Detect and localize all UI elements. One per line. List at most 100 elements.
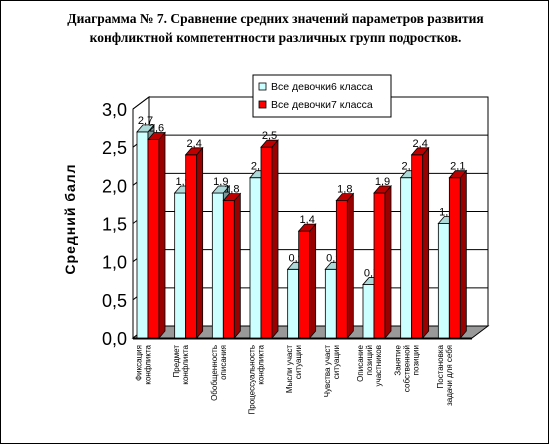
bar-front — [411, 154, 424, 339]
x-tick-label: Занятие — [394, 344, 403, 375]
bar-top — [211, 185, 231, 194]
y-axis-label: Средний балл — [62, 163, 78, 274]
data-label: 1,4 — [300, 214, 315, 226]
bar-front — [400, 177, 413, 339]
bar: 1,8 — [222, 184, 242, 340]
bar-side — [422, 146, 430, 340]
y-tick-labels: 0,0 0,5 1,0 1,5 2,0 2,5 3,0 — [102, 100, 127, 349]
bar-top — [373, 185, 392, 194]
bar-front — [437, 223, 450, 339]
x-tick-label: Чувства участ — [323, 345, 332, 398]
x-tick-label: позиций — [365, 345, 374, 375]
y-tick-label: 2,0 — [102, 176, 127, 196]
y-tick-label: 2,5 — [102, 138, 127, 158]
x-tick-label: ситуации — [294, 345, 303, 379]
bar-front — [260, 146, 273, 339]
bar-top — [184, 147, 204, 156]
bar-top — [147, 132, 166, 140]
x-tick-label: конфликта — [144, 344, 153, 384]
data-label: 1,9 — [213, 176, 228, 188]
bar-side — [346, 192, 354, 340]
data-label: 2,1 — [450, 161, 465, 173]
x-tick-label: конфликта — [257, 344, 266, 384]
data-label: 1,8 — [224, 184, 239, 196]
x-tick-label: Процессуальность — [248, 345, 257, 414]
x-tick-label: Фиксация — [135, 345, 144, 381]
x-tick-label: Предмет — [172, 345, 181, 378]
bar-front — [249, 177, 262, 339]
bar-front — [448, 177, 461, 339]
bar: 1,4 — [297, 214, 317, 340]
y-tick-label: 3,0 — [102, 100, 127, 120]
bar-front — [298, 230, 311, 339]
bar-front — [324, 268, 337, 339]
data-label: 1,9 — [375, 176, 390, 188]
bar: 2,4 — [410, 138, 430, 340]
bar-front — [185, 154, 198, 339]
x-tick-label: собственной — [403, 345, 412, 392]
y-tick-label: 0,0 — [102, 329, 127, 349]
legend-box — [252, 74, 392, 118]
x-tick-label: Мысли участ — [285, 345, 294, 393]
bar-top — [136, 124, 155, 133]
data-label: 2,4 — [413, 138, 428, 150]
x-tick-label: позиции — [412, 345, 421, 375]
x-tick-label: Постановка — [436, 344, 445, 388]
bar: 1,9 — [373, 176, 392, 340]
bars: 2,72,61,92,41,91,82,12,50,91,40,91,80,71… — [136, 115, 468, 340]
data-label: 1,8 — [337, 184, 352, 196]
x-tick-labels: Фиксация конфликта Предмет конфликта Обобщен… — [135, 344, 454, 414]
bar-front — [362, 284, 375, 339]
chart-title: Диаграмма № 7. Сравнение средних значени… — [1, 9, 548, 47]
legend-entry: Все девочки6 класса — [271, 81, 373, 93]
bar-side — [158, 131, 166, 340]
data-label: 2,4 — [187, 138, 202, 150]
bar-top — [297, 223, 317, 232]
bar: 2,1 — [448, 161, 468, 340]
data-label: 2,6 — [149, 123, 164, 135]
bar-top — [448, 170, 468, 179]
legend: Все девочки6 класса Все девочки7 класса — [252, 74, 392, 118]
bar-side — [459, 169, 467, 340]
bar-top — [222, 193, 242, 202]
bar-side — [384, 184, 392, 340]
bar-top — [260, 139, 279, 148]
x-tick-label: участников — [374, 345, 383, 386]
data-label: 2,5 — [262, 130, 277, 142]
gridline-diag — [132, 96, 150, 110]
x-tick-label: задачи для себя — [445, 345, 454, 406]
legend-entry: Все девочки7 класса — [271, 99, 373, 111]
bar-front — [147, 139, 160, 339]
chart-title-line-1: Диаграмма № 7. Сравнение средних значени… — [67, 11, 484, 26]
bar-front — [373, 192, 386, 339]
bar-front — [222, 200, 235, 339]
bar-top — [335, 193, 355, 202]
bar-front — [136, 131, 149, 339]
x-tick-label: Обобщенность — [210, 345, 219, 401]
bar-side — [196, 146, 204, 340]
bar-side — [309, 223, 317, 340]
legend-swatch — [258, 100, 267, 109]
bar: 2,6 — [147, 123, 166, 340]
x-tick-label: Описание — [356, 344, 365, 381]
chart-title-line-2: конфликтной компетентности различных гру… — [89, 30, 462, 45]
y-tick-label: 0,5 — [102, 291, 127, 311]
bar-front — [174, 192, 187, 339]
bar-front — [287, 268, 300, 339]
bar-side — [271, 139, 279, 340]
y-tick-label: 1,5 — [102, 215, 127, 235]
y-tick-label: 1,0 — [102, 253, 127, 273]
bar-side — [233, 192, 241, 340]
legend-swatch — [258, 82, 267, 91]
x-tick-label: конфликта — [181, 344, 190, 384]
data-label: 2,7 — [138, 115, 153, 127]
bar: 2,5 — [260, 130, 279, 340]
bar-top — [410, 147, 430, 156]
x-tick-label: ситуации — [332, 345, 341, 379]
bar: 1,8 — [335, 184, 355, 340]
bar: 2,4 — [184, 138, 204, 340]
bar-front — [211, 192, 224, 339]
bar-front — [335, 200, 348, 339]
